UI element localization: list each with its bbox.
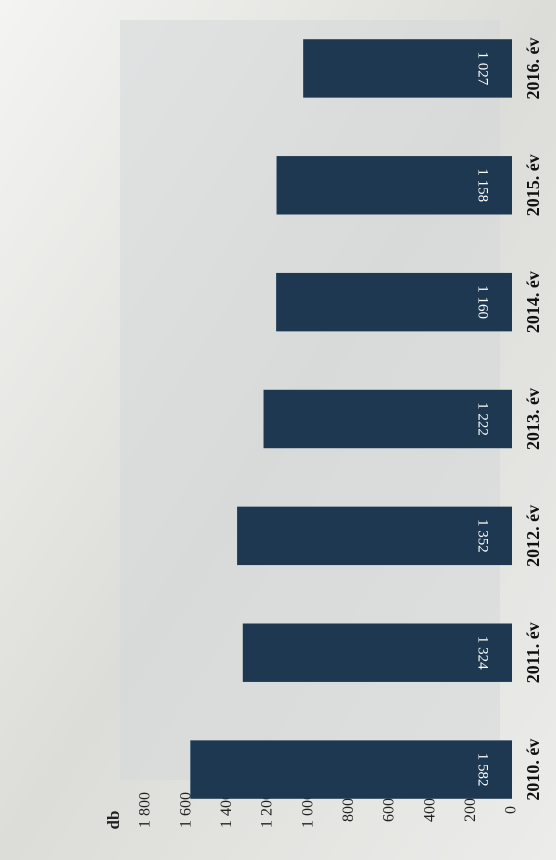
y-tick-label: 1 800	[137, 792, 154, 828]
y-axis-label: db	[104, 811, 123, 830]
y-tick-label: 1 200	[259, 792, 276, 828]
value-label: 1 582	[475, 753, 491, 787]
x-tick-label: 2013. év	[523, 388, 543, 450]
bar	[263, 389, 512, 449]
x-tick-label: 2016. év	[523, 37, 543, 99]
x-tick-label: 2011. év	[523, 622, 543, 683]
y-tick-label: 200	[462, 798, 479, 822]
bar	[242, 623, 513, 682]
y-tick-label: 600	[381, 798, 398, 822]
bar	[276, 156, 513, 215]
value-label: 1 158	[475, 168, 491, 202]
bar	[276, 272, 512, 332]
rotated-chart: db 0 200 400 600 800 1 000 1 200 1 400 1 600 1 80…	[104, 37, 543, 829]
y-tick-label: 1 000	[299, 792, 316, 828]
value-label: 1 222	[475, 402, 491, 436]
value-label: 1 027	[475, 52, 491, 86]
bar	[237, 506, 513, 566]
y-tick-label: 1 400	[218, 792, 235, 828]
value-label: 1 352	[475, 519, 491, 553]
x-tick-label: 2015. év	[523, 154, 543, 216]
x-tick-label: 2010. év	[523, 739, 543, 801]
y-tick-label: 800	[340, 798, 357, 822]
y-tick-label: 0	[503, 806, 520, 814]
value-label: 1 160	[475, 285, 491, 319]
y-tick-label: 1 600	[177, 792, 194, 828]
value-label: 1 324	[475, 636, 491, 670]
bar	[190, 740, 512, 799]
x-tick-label: 2012. év	[523, 505, 543, 567]
y-tick-label: 400	[421, 798, 438, 822]
x-tick-label: 2014. év	[523, 271, 543, 333]
bar	[303, 39, 512, 98]
